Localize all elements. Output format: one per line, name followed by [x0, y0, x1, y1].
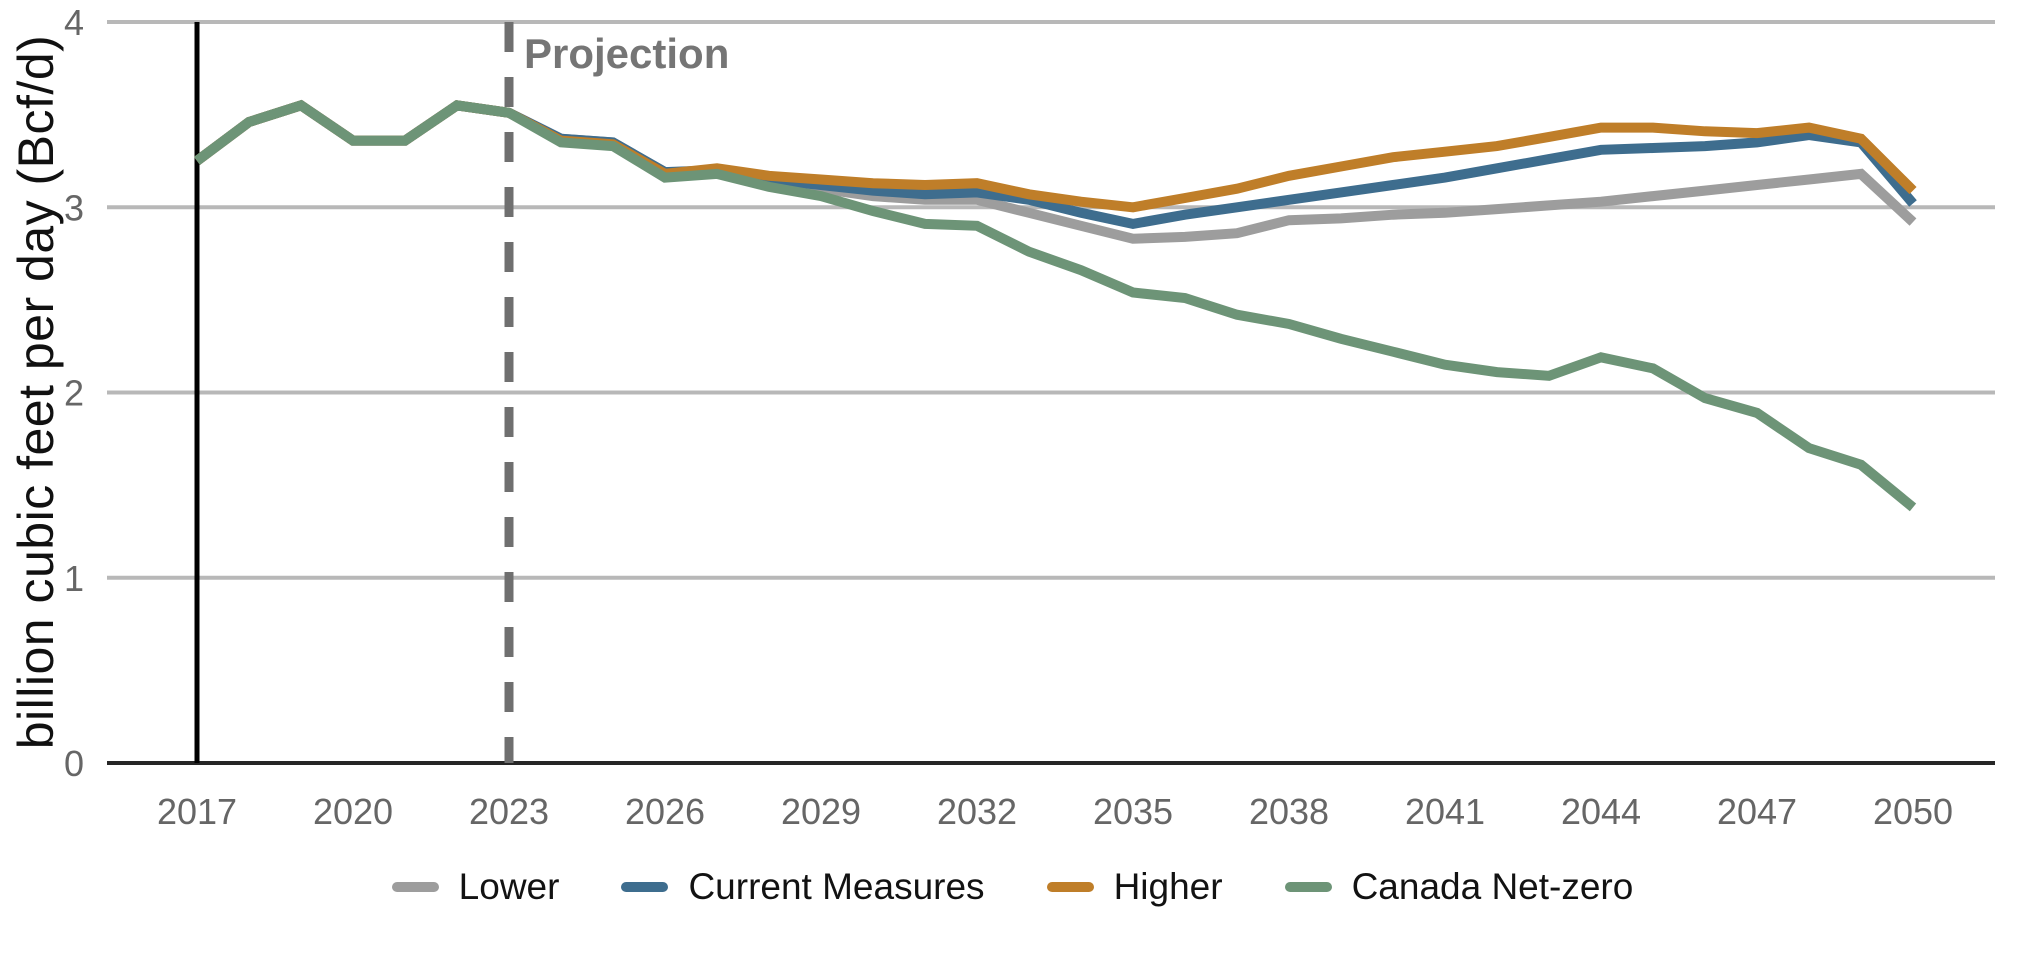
x-tick-label-2026: 2026: [625, 791, 705, 832]
legend-swatch-current-measures: [621, 882, 669, 892]
x-tick-label-2023: 2023: [469, 791, 549, 832]
x-tick-label-2029: 2029: [781, 791, 861, 832]
legend-swatch-higher: [1046, 882, 1094, 892]
projection-annotation: Projection: [524, 30, 730, 77]
x-tick-label-2020: 2020: [313, 791, 393, 832]
legend-label-higher: Higher: [1113, 866, 1223, 907]
legend-item-canada-net-zero: Canada Net-zero: [1284, 866, 1634, 908]
x-tick-label-2044: 2044: [1561, 791, 1641, 832]
x-tick-label-2050: 2050: [1873, 791, 1953, 832]
legend-swatch-canada-net-zero: [1284, 882, 1332, 892]
legend-label-current-measures: Current Measures: [688, 866, 985, 907]
legend-label-canada-net-zero: Canada Net-zero: [1351, 866, 1634, 907]
x-tick-label-2017: 2017: [157, 791, 237, 832]
y-tick-label-0: 0: [64, 743, 84, 784]
x-tick-label-2032: 2032: [937, 791, 1017, 832]
y-tick-label-2: 2: [64, 373, 84, 414]
y-tick-label-1: 1: [64, 558, 84, 599]
legend: Lower Current Measures Higher Canada Net-ze…: [0, 866, 2025, 908]
legend-item-current-measures: Current Measures: [621, 866, 985, 908]
legend-swatch-lower: [391, 882, 439, 892]
y-tick-label-4: 4: [64, 2, 84, 43]
x-tick-label-2035: 2035: [1093, 791, 1173, 832]
legend-item-higher: Higher: [1046, 866, 1223, 908]
x-tick-label-2047: 2047: [1717, 791, 1797, 832]
legend-label-lower: Lower: [458, 866, 560, 907]
y-axis-title: billion cubic feet per day (Bcf/d): [8, 34, 64, 750]
series-line-canada-net-zero: [194, 99, 1917, 512]
x-tick-label-2038: 2038: [1249, 791, 1329, 832]
legend-item-lower: Lower: [391, 866, 560, 908]
y-tick-label-3: 3: [64, 187, 84, 228]
x-tick-label-2041: 2041: [1405, 791, 1485, 832]
